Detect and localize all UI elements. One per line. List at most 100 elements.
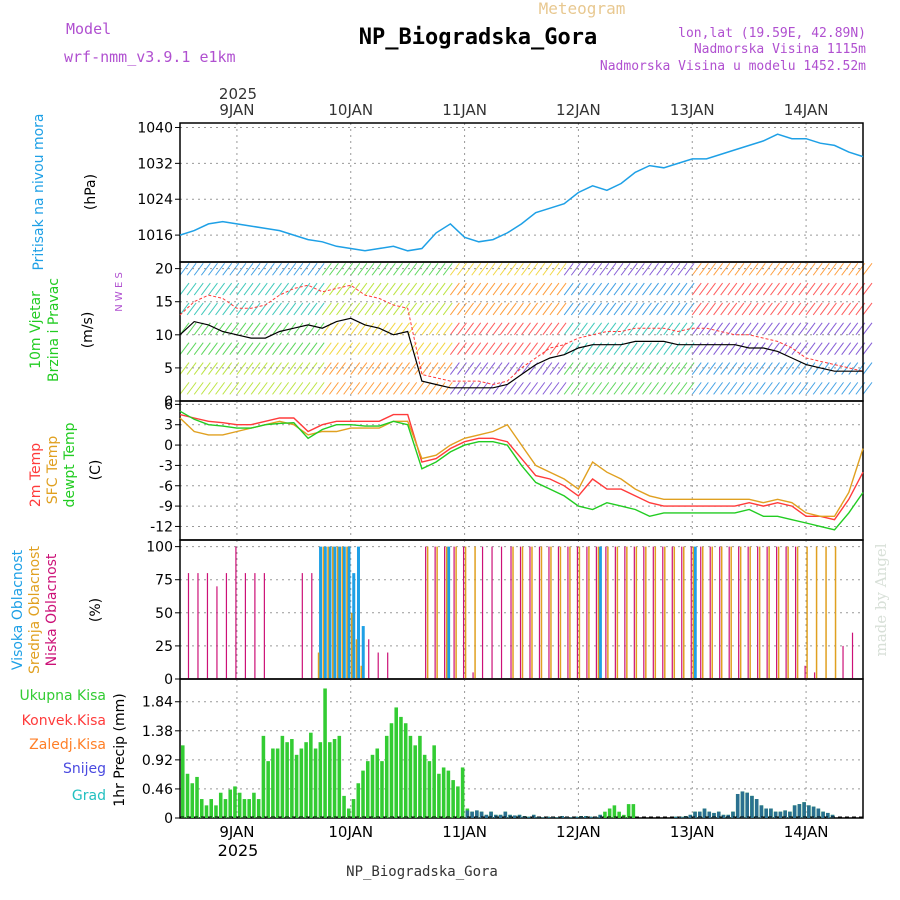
wind-barb xyxy=(720,362,731,375)
wind-barb xyxy=(528,282,539,296)
wind-barb xyxy=(400,382,410,395)
wind-barb xyxy=(727,282,738,296)
wind-barb xyxy=(642,282,652,296)
wind-barb xyxy=(762,262,773,276)
wind-barb xyxy=(734,362,745,375)
wind-barb xyxy=(200,382,211,395)
cloud-ylabel-units: (%) xyxy=(88,598,104,622)
wind-barb xyxy=(506,342,517,355)
wind-barb xyxy=(378,382,389,395)
wind-barb xyxy=(841,342,852,355)
wind-barb xyxy=(734,342,745,355)
wind-barb xyxy=(592,302,603,316)
wind-barb xyxy=(264,362,275,375)
wind-barb xyxy=(193,282,204,296)
wind-barb xyxy=(385,362,396,375)
wind-barb xyxy=(741,322,752,336)
wind-barb xyxy=(834,362,844,375)
wind-barb xyxy=(563,342,574,355)
wind-barb xyxy=(513,262,524,276)
wind-barb xyxy=(684,302,695,316)
wind-barb xyxy=(613,362,624,375)
wind-barb xyxy=(585,282,595,296)
wind-barb xyxy=(343,342,354,355)
wind-barb xyxy=(620,342,631,355)
wind-barb xyxy=(777,322,788,336)
wind-barb xyxy=(563,282,574,296)
wind-barb xyxy=(329,322,339,336)
wind-barb xyxy=(798,302,809,316)
wind-barb xyxy=(414,322,425,336)
wind-barb xyxy=(449,322,460,336)
snow-bar xyxy=(754,799,759,818)
wind-barb xyxy=(464,362,474,375)
temp-ytick-label-4: -6 xyxy=(159,479,173,495)
precip-bar xyxy=(418,735,422,818)
wind-barb xyxy=(585,322,595,336)
wind-barb xyxy=(435,362,446,375)
wind-barb xyxy=(414,282,425,296)
wind-barb xyxy=(556,262,567,276)
snow-bar xyxy=(773,811,778,818)
wind-barb xyxy=(578,282,588,296)
snow-bar xyxy=(797,804,802,818)
wind-barb xyxy=(307,282,318,296)
snow-bar xyxy=(802,802,806,818)
wind-barb xyxy=(378,302,389,316)
wind-barb xyxy=(563,322,574,336)
precip-legend-0: Ukupna Kisa xyxy=(19,688,106,704)
wind-barb xyxy=(556,342,567,355)
wind-barb xyxy=(385,262,396,276)
wind-barb xyxy=(186,362,197,375)
wind-barb xyxy=(329,382,339,395)
wind-barb xyxy=(321,302,332,316)
wind-barb xyxy=(186,342,197,355)
wind-barb xyxy=(393,362,403,375)
wind-barb xyxy=(549,282,560,296)
wind-barb xyxy=(314,262,325,276)
wind-barb xyxy=(599,362,610,375)
wind-barb xyxy=(364,342,375,355)
precip-bar xyxy=(280,735,285,818)
precip-bar xyxy=(195,776,199,818)
wind-barb xyxy=(734,262,745,276)
wind-compass-legend: N W E S xyxy=(114,272,125,312)
wind-barb xyxy=(279,262,290,276)
wind-barb xyxy=(677,382,688,395)
wind-barb xyxy=(336,262,346,276)
snow-bar xyxy=(740,791,745,818)
wind-barb xyxy=(670,302,681,316)
wind-barb xyxy=(229,362,240,375)
wind-panel: 0 5 10 15 20 10m Vjetar Brzina i Pravac (m/s) N … xyxy=(28,261,873,410)
wind-barb xyxy=(606,322,617,336)
wind-barb xyxy=(549,382,560,395)
wind-barb xyxy=(343,282,354,296)
wind-barb xyxy=(613,302,624,316)
bottom-day-label-3: 12JAN xyxy=(556,823,601,841)
wind-barb xyxy=(627,302,638,316)
wind-barb xyxy=(272,362,282,375)
wind-barb xyxy=(663,302,674,316)
wind-barb xyxy=(734,322,745,336)
wind-barb xyxy=(200,342,211,355)
wind-barb xyxy=(812,282,823,296)
wind-barb xyxy=(535,262,546,276)
snow-bar xyxy=(494,814,498,818)
snow-bar xyxy=(503,811,508,818)
wind-barb xyxy=(805,362,816,375)
wind-barb xyxy=(691,382,702,395)
cloud-ylabel-0: Visoka Oblacnost xyxy=(10,549,26,670)
wind-barb xyxy=(634,302,645,316)
wind-barb xyxy=(570,262,581,276)
wind-barb xyxy=(208,362,218,375)
precip-bar xyxy=(285,742,289,818)
wind-barb xyxy=(457,342,467,355)
wind-barb xyxy=(357,302,368,316)
snow-bar xyxy=(508,814,512,818)
wind-barb xyxy=(286,382,297,395)
wind-barb xyxy=(634,342,645,355)
wind-barb xyxy=(485,302,496,316)
wind-barb xyxy=(200,282,211,296)
wind-barb xyxy=(250,262,261,276)
temp-ytick-label-0: 6 xyxy=(164,397,173,413)
